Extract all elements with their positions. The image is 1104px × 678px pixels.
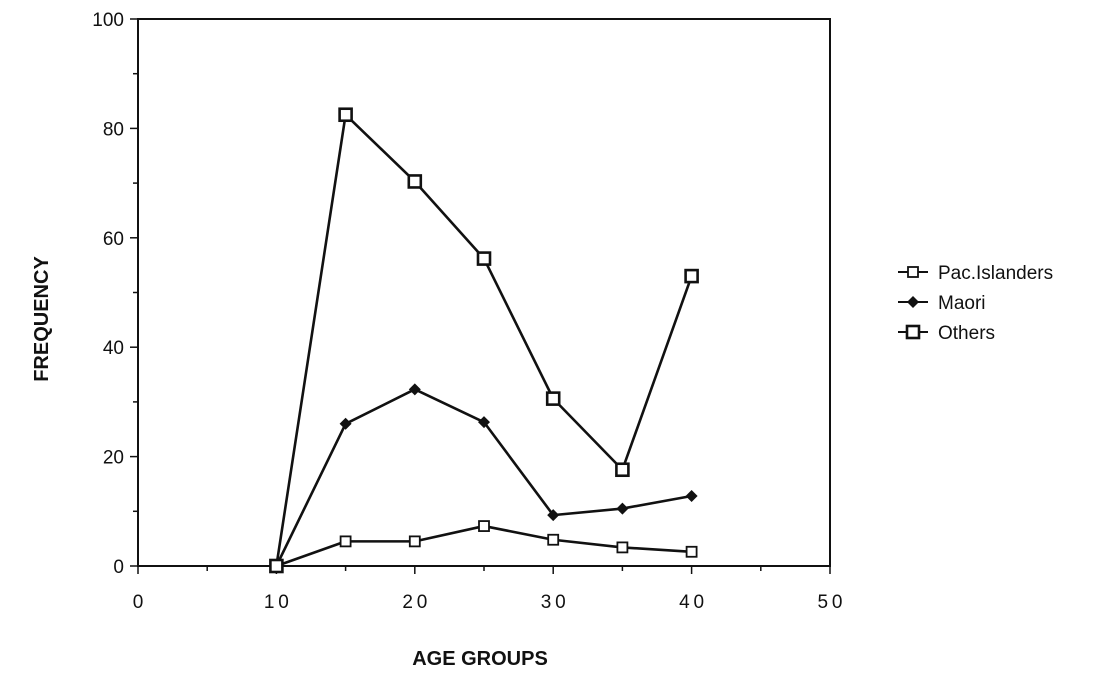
open-square-marker-icon: [907, 266, 919, 278]
data-point-others: [269, 558, 284, 574]
x-tick-label: 2 0: [402, 592, 427, 613]
y-tick-label: 60: [103, 229, 124, 250]
data-point-others: [545, 391, 561, 406]
x-axis: 0 1 0 2 0 3 0 4 0 5 0: [133, 566, 843, 613]
legend-item-others: Others: [898, 323, 995, 344]
legend-item-pac-islanders: Pac.Islanders: [898, 263, 1053, 284]
data-point-pac-islanders: [339, 535, 352, 548]
series-line-maori: [275, 388, 692, 567]
data-point-pac-islanders: [685, 545, 698, 558]
x-tick-label: 4 0: [679, 592, 704, 613]
series-others: [269, 107, 699, 574]
legend-item-maori: Maori: [898, 293, 986, 314]
data-point-others: [476, 251, 492, 266]
legend-label-others: Others: [938, 323, 995, 344]
data-point-maori: [339, 417, 352, 430]
data-point-maori: [616, 502, 629, 515]
series-maori: [270, 383, 698, 572]
plot-border: [137, 18, 831, 567]
series-pac-islanders: [270, 520, 698, 572]
legend-label-maori: Maori: [938, 293, 986, 314]
series-line-others: [275, 113, 693, 567]
legend: Pac.Islanders Maori Others: [898, 263, 1053, 344]
y-axis-title: FREQUENCY: [31, 256, 53, 382]
x-tick-label: 3 0: [541, 592, 566, 613]
y-axis: 0 20 40 60 80 100: [92, 10, 138, 578]
y-tick-label: 0: [113, 557, 124, 578]
data-point-maori: [547, 509, 560, 522]
data-point-pac-islanders: [478, 520, 490, 532]
plot-area: [137, 18, 831, 567]
data-point-maori: [685, 489, 698, 502]
data-point-pac-islanders: [408, 535, 421, 548]
x-tick-label: 1 0: [264, 592, 289, 613]
y-tick-label: 100: [92, 10, 124, 31]
data-point-pac-islanders: [547, 533, 560, 546]
x-axis-title: AGE GROUPS: [412, 648, 548, 670]
data-point-others: [338, 107, 353, 123]
filled-diamond-marker-icon: [907, 296, 919, 308]
y-tick-label: 80: [103, 119, 124, 140]
y-tick-label: 40: [103, 338, 124, 359]
data-point-others: [407, 174, 423, 189]
data-point-others: [684, 268, 699, 284]
data-point-maori: [478, 416, 490, 429]
x-tick-label: 0: [133, 592, 144, 613]
x-tick-label: 5 0: [818, 592, 843, 613]
data-point-maori: [408, 383, 421, 396]
series-line-pac-islanders: [275, 524, 692, 568]
series-layer: [269, 107, 699, 574]
data-point-pac-islanders: [616, 541, 629, 554]
y-tick-label: 20: [103, 448, 124, 469]
data-point-others: [615, 462, 630, 478]
square-marker-icon: [905, 324, 921, 340]
legend-label-pac-islanders: Pac.Islanders: [938, 263, 1053, 284]
